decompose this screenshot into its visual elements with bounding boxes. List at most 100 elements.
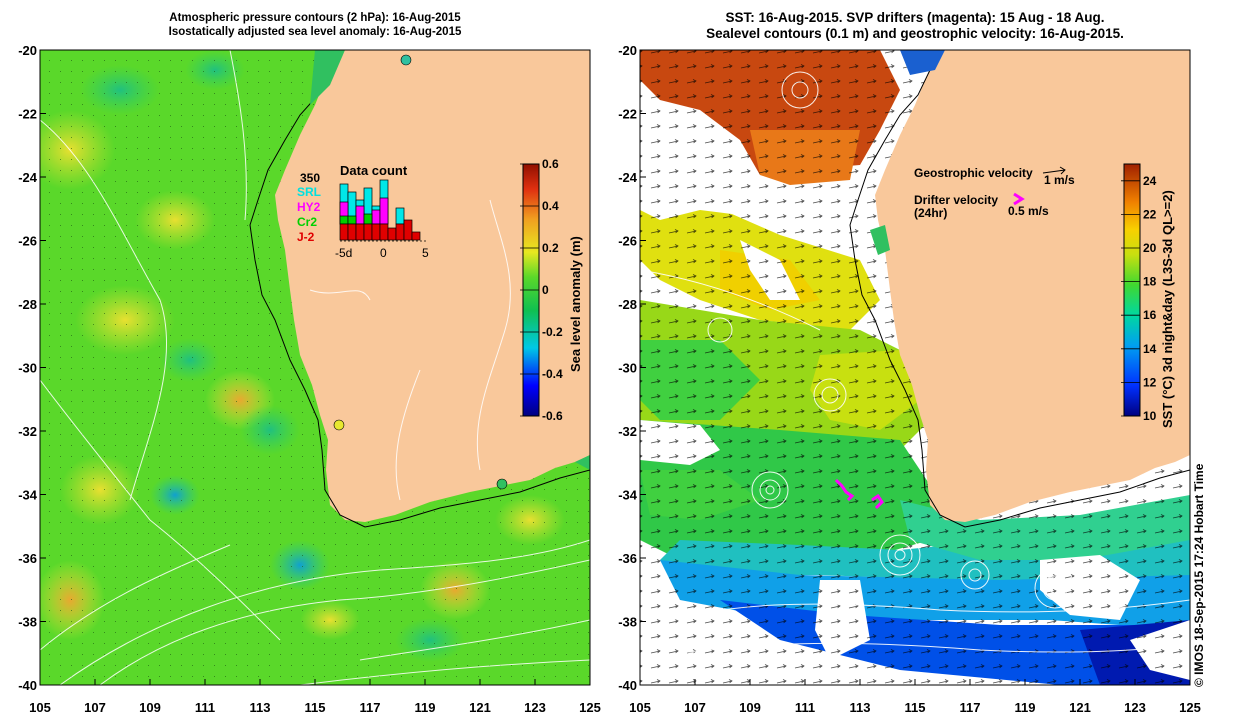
lat-tick-label: -32 — [618, 424, 637, 439]
sealevel-contours — [640, 71, 1190, 661]
right-land — [875, 50, 1190, 522]
sst-colorbar-label: SST (°C) 3d night&day (L3S-3d QL>=2) — [1160, 190, 1175, 428]
lon-tick-label: 109 — [139, 700, 161, 715]
sla-land-margin — [310, 50, 590, 470]
lat-tick-label: -40 — [18, 678, 37, 693]
right-map-title: SST: 16-Aug-2015. SVP drifters (magenta)… — [640, 10, 1190, 42]
data-count-max: 350 — [300, 171, 320, 185]
left-title-line1: Atmospheric pressure contours (2 hPa): 1… — [169, 12, 461, 24]
colorbar-tick-label: 20 — [1143, 241, 1157, 255]
lon-tick-label: 123 — [524, 700, 546, 715]
colorbar-tick-label: 0.6 — [542, 157, 559, 171]
left-map — [40, 50, 590, 685]
tide-gauge-marker — [400, 54, 412, 66]
lon-tick-label: 123 — [1124, 700, 1146, 715]
colorbar-tick-label: 12 — [1143, 375, 1157, 389]
lat-tick-label: -20 — [618, 43, 637, 58]
satellite-label-j2: J-2 — [297, 230, 315, 244]
data-count-tick: 0 — [380, 246, 387, 260]
colorbar-tick-label: 16 — [1143, 308, 1157, 322]
sla-colorbar-label: Sea level anomaly (m) — [568, 236, 583, 372]
geostrophic-velocity-label: Geostrophic velocity — [914, 166, 1033, 180]
tide-gauge-marker — [333, 419, 345, 431]
lon-tick-label: 121 — [1069, 700, 1091, 715]
lat-tick-label: -28 — [18, 297, 37, 312]
colorbar-tick-label: 22 — [1143, 207, 1157, 221]
lat-tick-label: -38 — [18, 615, 37, 630]
lat-tick-label: -32 — [18, 424, 37, 439]
lat-tick-label: -36 — [618, 551, 637, 566]
lon-tick-label: 115 — [305, 700, 326, 715]
right-title-line2: Sealevel contours (0.1 m) and geostrophi… — [706, 26, 1124, 41]
lat-tick-label: -22 — [618, 107, 637, 122]
lat-tick-label: -22 — [18, 107, 37, 122]
drifter-scale-arrow-icon — [1013, 192, 1025, 206]
lon-tick-label: 107 — [684, 700, 706, 715]
lon-tick-label: 119 — [1015, 700, 1036, 715]
colorbar-tick-label: 24 — [1143, 174, 1157, 188]
lon-tick-label: 125 — [1179, 700, 1201, 715]
map-axis-ticks: 105 107 109 111 113 115 117 119 121 123 125-20-22-… — [18, 43, 1201, 715]
colorbar-tick-label: 0 — [542, 283, 549, 297]
sst-colorbar: 24 22 20 18 16 14 12 10 SST (°C) 3d night&day (… — [1121, 163, 1175, 428]
lat-tick-label: -24 — [618, 170, 638, 185]
pressure-contours — [40, 50, 590, 685]
lon-tick-label: 125 — [579, 700, 601, 715]
colorbar-tick-label: 0.2 — [542, 241, 559, 255]
lat-tick-label: -26 — [618, 234, 637, 249]
lon-tick-label: 117 — [960, 700, 981, 715]
data-count-title: Data count — [340, 163, 408, 178]
data-count-inset: Data count 350 SRL HY2 Cr2 J-2 — [297, 163, 429, 260]
satellite-label-hy2: HY2 — [297, 200, 321, 214]
colorbar-tick-label: 18 — [1143, 275, 1157, 289]
sst-land-margin — [870, 50, 945, 255]
lat-tick-label: -24 — [18, 170, 38, 185]
lat-tick-label: -34 — [18, 488, 38, 503]
drifter-unit-label: (24hr) — [914, 206, 947, 220]
lat-tick-label: -30 — [18, 361, 37, 376]
right-title-line1: SST: 16-Aug-2015. SVP drifters (magenta)… — [725, 10, 1105, 25]
lon-tick-label: 121 — [469, 700, 491, 715]
lat-tick-label: -34 — [618, 488, 638, 503]
lat-tick-label: -40 — [618, 678, 637, 693]
lon-tick-label: 109 — [739, 700, 761, 715]
colorbar-tick-label: 14 — [1143, 342, 1157, 356]
colorbar-tick-label: -0.4 — [542, 367, 563, 381]
lat-tick-label: -26 — [18, 234, 37, 249]
right-map — [640, 50, 1190, 685]
svp-drifter-tracks — [834, 478, 884, 510]
lat-tick-label: -38 — [618, 615, 637, 630]
lon-tick-label: 105 — [29, 700, 51, 715]
lon-tick-label: 113 — [850, 700, 871, 715]
colorbar-tick-label: 10 — [1143, 409, 1157, 423]
data-count-tick: -5d — [335, 246, 352, 260]
lon-tick-label: 111 — [195, 700, 215, 715]
tide-gauge-marker — [496, 478, 508, 490]
geostrophic-scale-label: 1 m/s — [1044, 173, 1075, 187]
lat-tick-label: -28 — [618, 297, 637, 312]
lon-tick-label: 115 — [905, 700, 926, 715]
colorbar-tick-label: 0.4 — [542, 199, 559, 213]
lon-tick-label: 111 — [795, 700, 815, 715]
data-count-histogram — [339, 179, 426, 242]
lon-tick-label: 105 — [629, 700, 651, 715]
right-bathymetry-contour — [849, 50, 1190, 528]
lon-tick-label: 113 — [250, 700, 271, 715]
colorbar-tick-label: -0.2 — [542, 325, 563, 339]
lat-tick-label: -20 — [18, 43, 37, 58]
lon-tick-label: 119 — [415, 700, 436, 715]
lat-tick-label: -30 — [618, 361, 637, 376]
left-bathymetry-contour — [249, 50, 590, 528]
sla-colorbar-ticks: 0.6 0.4 0.2 0 -0.2 -0.4 -0.6 — [520, 157, 563, 423]
drifter-velocity-label: Drifter velocity — [914, 193, 998, 207]
sst-colorbar-ticks: 24 22 20 18 16 14 12 10 — [1121, 174, 1157, 423]
data-count-tick: 5 — [422, 246, 429, 260]
sla-colorbar: 0.6 0.4 0.2 0 -0.2 -0.4 -0.6 Sea level anomaly… — [520, 157, 583, 423]
drifter-scale-label: 0.5 m/s — [1008, 204, 1049, 218]
lon-tick-label: 117 — [360, 700, 381, 715]
copyright-text: © IMOS 18-Sep-2015 17:24 Hobart Time — [1192, 463, 1206, 687]
lon-tick-label: 107 — [84, 700, 106, 715]
satellite-label-srl: SRL — [297, 185, 321, 199]
left-land — [275, 50, 590, 522]
